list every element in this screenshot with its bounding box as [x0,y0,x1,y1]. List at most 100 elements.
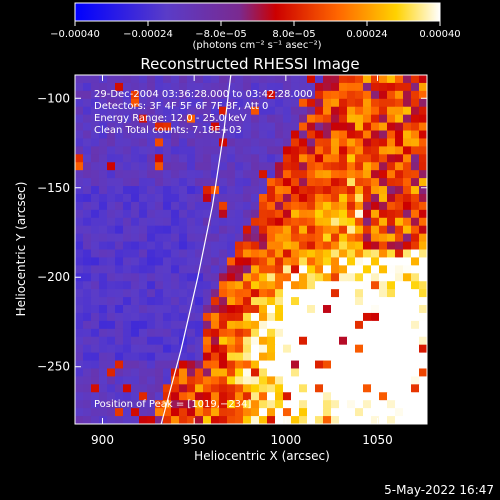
heatmap-cell [347,376,356,385]
heatmap-cell [291,233,300,243]
heatmap-cell [299,209,308,219]
heatmap-cell [235,209,244,219]
heatmap-cell [235,273,244,282]
heatmap-cell [411,162,420,171]
heatmap-cell [131,98,140,108]
heatmap-cell [355,297,364,306]
heatmap-cell [411,416,420,424]
heatmap-cell [155,186,164,195]
heatmap-cell [91,138,100,147]
heatmap-cell [227,98,236,108]
heatmap-cell [139,178,148,187]
heatmap-cell [187,193,196,203]
heatmap-cell [83,130,92,140]
heatmap-cell [363,122,372,132]
heatmap-cell [235,114,244,124]
heatmap-cell [275,114,284,124]
heatmap-cell [235,241,244,251]
heatmap-cell [299,233,308,243]
heatmap-cell [323,265,332,274]
heatmap-cell [259,336,268,346]
heatmap-cell [331,98,340,108]
heatmap-cell [411,312,420,322]
heatmap-cell [387,289,396,298]
heatmap-cell [371,217,380,227]
heatmap-cell [211,360,220,370]
heatmap-cell [115,154,124,163]
heatmap-cell [379,154,388,163]
heatmap-cell [347,273,356,282]
heatmap-cell [91,360,100,370]
heatmap-cell [307,75,316,84]
heatmap-cell [107,344,116,354]
heatmap-cell [243,114,252,124]
heatmap-cell [147,328,156,338]
heatmap-cell [115,305,124,314]
heatmap-cell [307,186,316,195]
heatmap-cell [395,217,404,227]
heatmap-cell [99,106,108,116]
heatmap-cell [187,368,196,378]
heatmap-cell [339,376,348,385]
heatmap-cell [331,170,340,179]
heatmap-cell [163,122,172,132]
heatmap-cell [219,344,228,354]
heatmap-cell [75,336,84,346]
heatmap-cell [347,344,356,354]
heatmap-cell [395,312,404,322]
heatmap-cell [395,249,404,259]
heatmap-cell [131,249,140,259]
heatmap-cell [291,289,300,298]
heatmap-cell [267,201,276,211]
heatmap-cell [371,392,380,401]
heatmap-cell [131,154,140,163]
heatmap-cell [307,90,316,100]
heatmap-cell [291,257,300,266]
heatmap-cell [323,408,332,417]
heatmap-cell [259,344,268,354]
heatmap-cell [75,360,84,370]
heatmap-cell [355,400,364,409]
heatmap-cell [403,217,412,227]
heatmap-cell [419,352,427,362]
heatmap-cell [299,384,308,393]
heatmap-cell [75,217,84,227]
heatmap-cell [227,162,236,171]
heatmap-cell [259,352,268,362]
heatmap-cell [347,82,356,92]
heatmap-cell [299,305,308,314]
heatmap-cell [203,114,212,124]
heatmap-cell [171,186,180,195]
footer-date: 5-May-2022 16:47 [384,483,494,497]
heatmap-cell [419,209,427,219]
heatmap-cell [203,400,212,409]
heatmap-cell [139,265,148,274]
heatmap-cell [83,154,92,163]
heatmap-cell [259,162,268,171]
heatmap-cell [187,75,196,84]
heatmap-cell [355,98,364,108]
heatmap-cell [403,400,412,409]
heatmap-cell [235,98,244,108]
heatmap-cell [243,193,252,203]
heatmap-cell [307,392,316,401]
heatmap-cell [259,368,268,378]
heatmap-cell [387,312,396,322]
heatmap-cell [115,241,124,251]
heatmap-cell [291,336,300,346]
heatmap-cell [171,312,180,322]
heatmap-cell [387,114,396,124]
heatmap-cell [403,328,412,338]
heatmap-cell [99,90,108,100]
heatmap-cell [315,82,324,92]
heatmap-cell [403,138,412,147]
heatmap-cell [227,392,236,401]
heatmap-cell [363,320,372,330]
heatmap-cell [171,376,180,385]
heatmap-cell [195,154,204,163]
heatmap-cell [235,400,244,409]
heatmap-cell [419,122,427,132]
heatmap-cell [315,75,324,84]
heatmap-cell [419,233,427,243]
heatmap-cell [187,400,196,409]
